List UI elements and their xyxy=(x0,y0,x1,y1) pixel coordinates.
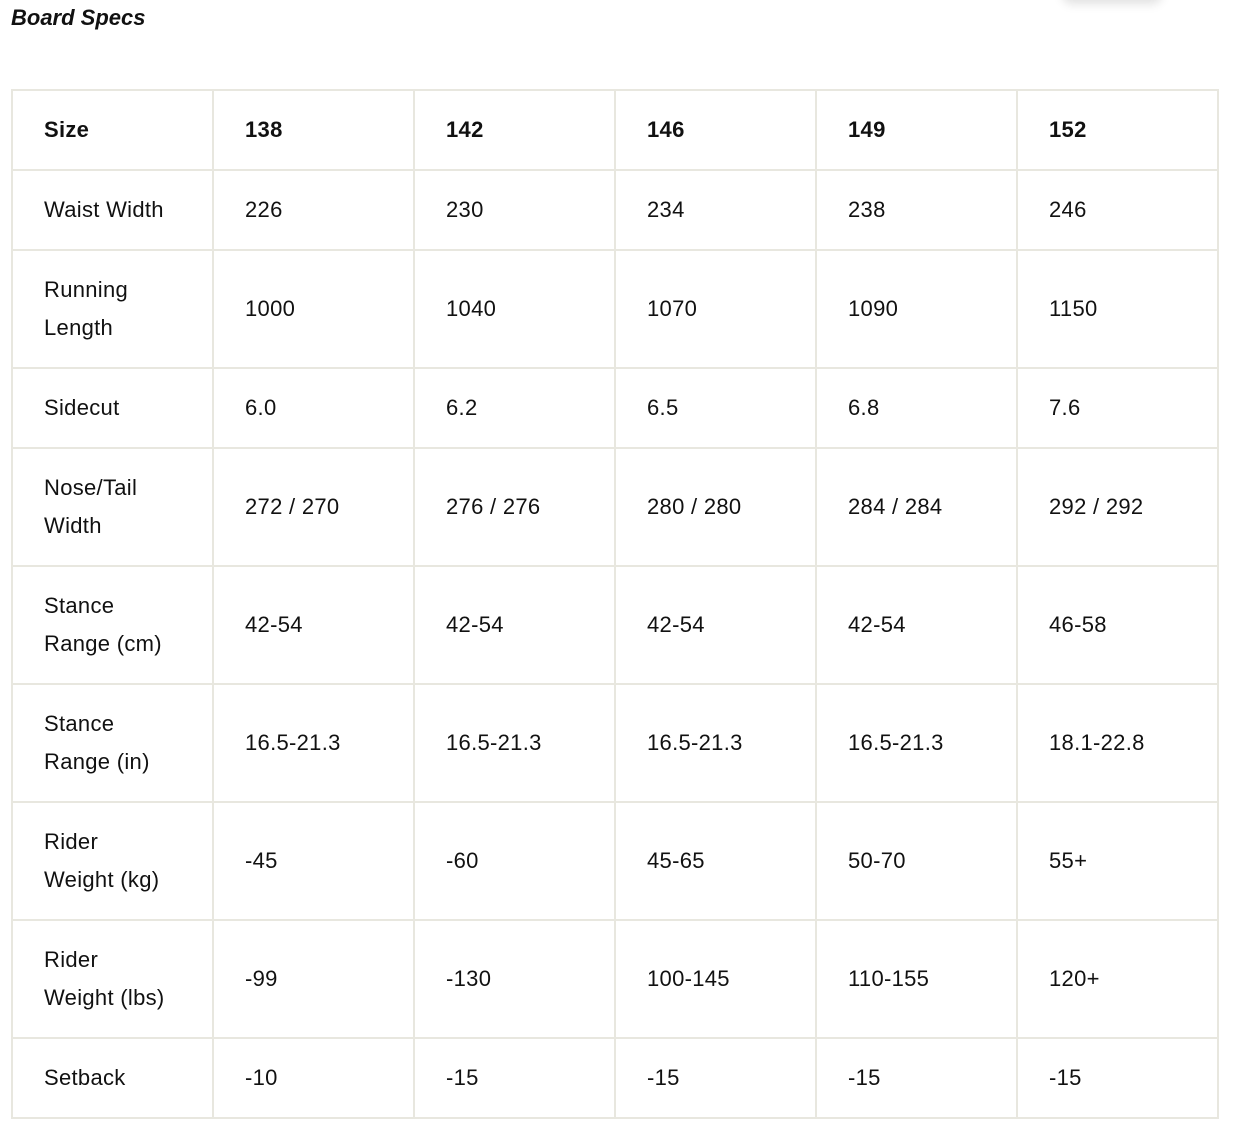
value-cell: 16.5-21.3 xyxy=(614,683,817,803)
header-size-cell: 142 xyxy=(413,89,616,171)
value-cell: 16.5-21.3 xyxy=(212,683,415,803)
row-label-cell: Sidecut xyxy=(11,367,214,449)
value-cell: 246 xyxy=(1016,169,1219,251)
value-cell: 18.1-22.8 xyxy=(1016,683,1219,803)
value-cell: -45 xyxy=(212,801,415,921)
value-cell: 16.5-21.3 xyxy=(413,683,616,803)
value-cell: 120+ xyxy=(1016,919,1219,1039)
value-cell: -60 xyxy=(413,801,616,921)
value-cell: -10 xyxy=(212,1037,415,1119)
value-cell: 1070 xyxy=(614,249,817,369)
table-row: Nose/Tail Width 272 / 270 276 / 276 280 / 2… xyxy=(11,447,1219,567)
row-label-cell: Nose/Tail Width xyxy=(11,447,214,567)
value-cell: 42-54 xyxy=(212,565,415,685)
value-cell: 292 / 292 xyxy=(1016,447,1219,567)
value-cell: -99 xyxy=(212,919,415,1039)
table-row: Stance Range (in) 16.5-21.3 16.5-21.3 16.5-… xyxy=(11,683,1219,803)
value-cell: 1040 xyxy=(413,249,616,369)
header-size-cell: 149 xyxy=(815,89,1018,171)
row-label-cell: Waist Width xyxy=(11,169,214,251)
row-label-cell: Stance Range (in) xyxy=(11,683,214,803)
table-row: Rider Weight (kg) -45 -60 45-65 50-70 55+ xyxy=(11,801,1219,921)
header-size-cell: 152 xyxy=(1016,89,1219,171)
value-cell: 100-145 xyxy=(614,919,817,1039)
header-size-cell: 138 xyxy=(212,89,415,171)
value-cell: 110-155 xyxy=(815,919,1018,1039)
value-cell: 284 / 284 xyxy=(815,447,1018,567)
value-cell: 1150 xyxy=(1016,249,1219,369)
value-cell: 6.8 xyxy=(815,367,1018,449)
value-cell: 272 / 270 xyxy=(212,447,415,567)
value-cell: 42-54 xyxy=(815,565,1018,685)
value-cell: -15 xyxy=(815,1037,1018,1119)
value-cell: 42-54 xyxy=(614,565,817,685)
table-row: Running Length 1000 1040 1070 1090 1150 xyxy=(11,249,1219,369)
value-cell: 6.0 xyxy=(212,367,415,449)
table-row: Stance Range (cm) 42-54 42-54 42-54 42-54 46-… xyxy=(11,565,1219,685)
value-cell: -130 xyxy=(413,919,616,1039)
value-cell: 1000 xyxy=(212,249,415,369)
value-cell: 1090 xyxy=(815,249,1018,369)
value-cell: 16.5-21.3 xyxy=(815,683,1018,803)
value-cell: 7.6 xyxy=(1016,367,1219,449)
header-label-cell: Size xyxy=(11,89,214,171)
value-cell: 46-58 xyxy=(1016,565,1219,685)
value-cell: 55+ xyxy=(1016,801,1219,921)
value-cell: 238 xyxy=(815,169,1018,251)
row-label-cell: Stance Range (cm) xyxy=(11,565,214,685)
value-cell: 226 xyxy=(212,169,415,251)
value-cell: 280 / 280 xyxy=(614,447,817,567)
row-label-cell: Setback xyxy=(11,1037,214,1119)
value-cell: 6.5 xyxy=(614,367,817,449)
header-size-cell: 146 xyxy=(614,89,817,171)
row-label-cell: Rider Weight (kg) xyxy=(11,801,214,921)
table-row: Rider Weight (lbs) -99 -130 100-145 110-155 1… xyxy=(11,919,1219,1039)
value-cell: -15 xyxy=(614,1037,817,1119)
value-cell: 230 xyxy=(413,169,616,251)
value-cell: 6.2 xyxy=(413,367,616,449)
value-cell: 42-54 xyxy=(413,565,616,685)
table-row: Setback -10 -15 -15 -15 -15 xyxy=(11,1037,1219,1119)
row-label-cell: Running Length xyxy=(11,249,214,369)
value-cell: -15 xyxy=(413,1037,616,1119)
value-cell: 234 xyxy=(614,169,817,251)
board-specs-table: Size 138 142 146 149 152 Waist Width 226 230 234 2… xyxy=(11,89,1219,1119)
header-row: Size 138 142 146 149 152 xyxy=(11,89,1219,171)
table-row: Sidecut 6.0 6.2 6.5 6.8 7.6 xyxy=(11,367,1219,449)
value-cell: 50-70 xyxy=(815,801,1018,921)
value-cell: -15 xyxy=(1016,1037,1219,1119)
section-title: Board Specs xyxy=(11,5,146,30)
table-row: Waist Width 226 230 234 238 246 xyxy=(11,169,1219,251)
row-label-cell: Rider Weight (lbs) xyxy=(11,919,214,1039)
value-cell: 45-65 xyxy=(614,801,817,921)
value-cell: 276 / 276 xyxy=(413,447,616,567)
